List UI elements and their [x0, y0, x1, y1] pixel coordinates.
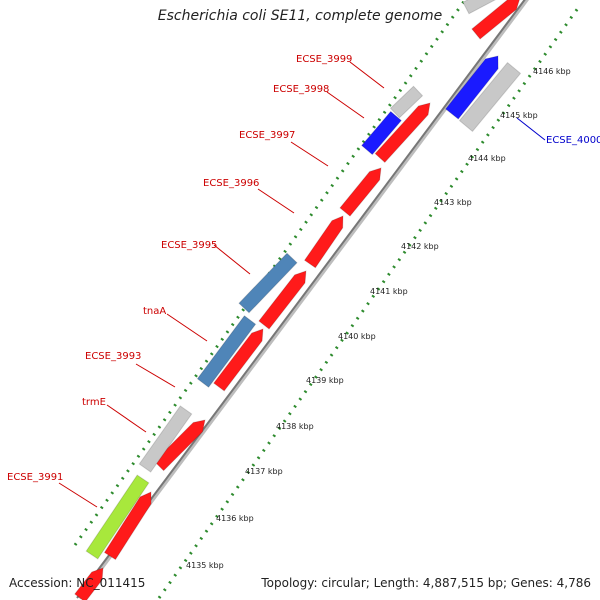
leader-trme [106, 404, 147, 433]
leader-tnaa [166, 313, 208, 342]
leader-ecse_3997 [290, 141, 329, 167]
gene-labels: ECSE_3999 ECSE_3998 ECSE_3997 ECSE_3996 ECSE… [7, 54, 600, 483]
label-leaders [58, 61, 546, 508]
gene-gray-g2 [389, 85, 424, 119]
kbp-tick-label: 4144 kbp [468, 154, 506, 163]
kbp-tick-label: 4140 kbp [338, 332, 376, 341]
leader-ecse_3996 [257, 188, 295, 214]
gene-blue-g3 [444, 55, 499, 120]
gene-lime-g16 [85, 474, 150, 560]
outer-dotted-line [73, 0, 467, 546]
gene-red-g7 [339, 167, 382, 217]
gene-gray-g6 [458, 61, 522, 133]
kbp-tick-label: 4145 kbp [500, 111, 538, 120]
gene-gray-g14 [138, 405, 193, 473]
kbp-tick-label: 4142 kbp [401, 242, 439, 251]
kbp-tick-label: 4138 kbp [276, 422, 314, 431]
leader-ecse_4000 [516, 117, 546, 141]
gene-red-g1 [471, 0, 520, 40]
kbp-tick-label: 4137 kbp [245, 467, 283, 476]
topology-text: Topology: circular; Length: 4,887,515 bp… [261, 576, 591, 590]
gene-label-ecse_4000: ECSE_4000 [546, 135, 600, 146]
gene-red-g4 [374, 102, 431, 164]
gene-label-ecse_3998: ECSE_3998 [273, 84, 329, 95]
gene-label-trme: trmE [82, 397, 106, 408]
gene-features [74, 0, 522, 600]
inner-dotted-line [157, 7, 580, 599]
kbp-ticks: 4135 kbp 4136 kbp 4137 kbp 4138 kbp 4139 kbp… [186, 67, 571, 570]
kbp-tick-label: 4139 kbp [306, 376, 344, 385]
kbp-tick-label: 4143 kbp [434, 198, 472, 207]
accession-text: Accession: NC_011415 [9, 576, 146, 590]
backbone-line [76, 0, 526, 599]
gene-label-ecse_3996: ECSE_3996 [203, 178, 259, 189]
kbp-tick-label: 4135 kbp [186, 561, 224, 570]
gene-red-g15 [103, 491, 152, 561]
genome-backbone [76, 0, 530, 600]
gene-red-g8 [303, 215, 344, 269]
backbone-line-shadow [77, 0, 530, 600]
genome-title: Escherichia coli SE11, complete genome [157, 8, 443, 24]
gene-red-g17 [74, 567, 104, 600]
kbp-tick-label: 4146 kbp [533, 67, 571, 76]
dotted-guide-lines [73, 0, 580, 599]
kbp-tick-label: 4136 kbp [216, 514, 254, 523]
gene-label-ecse_3991: ECSE_3991 [7, 472, 63, 483]
gene-steel-g12 [196, 315, 257, 388]
gene-gray-g0 [462, 0, 496, 15]
leader-ecse_3991 [58, 482, 98, 508]
gene-label-ecse_3993: ECSE_3993 [85, 351, 141, 362]
gene-label-ecse_3999: ECSE_3999 [296, 54, 352, 65]
kbp-tick-label: 4141 kbp [370, 287, 408, 296]
gene-label-ecse_3995: ECSE_3995 [161, 240, 217, 251]
gene-blue-g5 [360, 110, 403, 156]
leader-ecse_3998 [326, 91, 365, 119]
gene-red-g11 [213, 328, 264, 392]
leader-ecse_3993 [135, 363, 176, 388]
leader-ecse_3999 [349, 61, 385, 89]
gene-label-ecse_3997: ECSE_3997 [239, 130, 295, 141]
gene-steel-g10 [238, 252, 298, 314]
gene-label-tnaa: tnaA [143, 306, 166, 317]
gene-red-g9 [258, 270, 307, 330]
leader-ecse_3995 [213, 244, 251, 275]
